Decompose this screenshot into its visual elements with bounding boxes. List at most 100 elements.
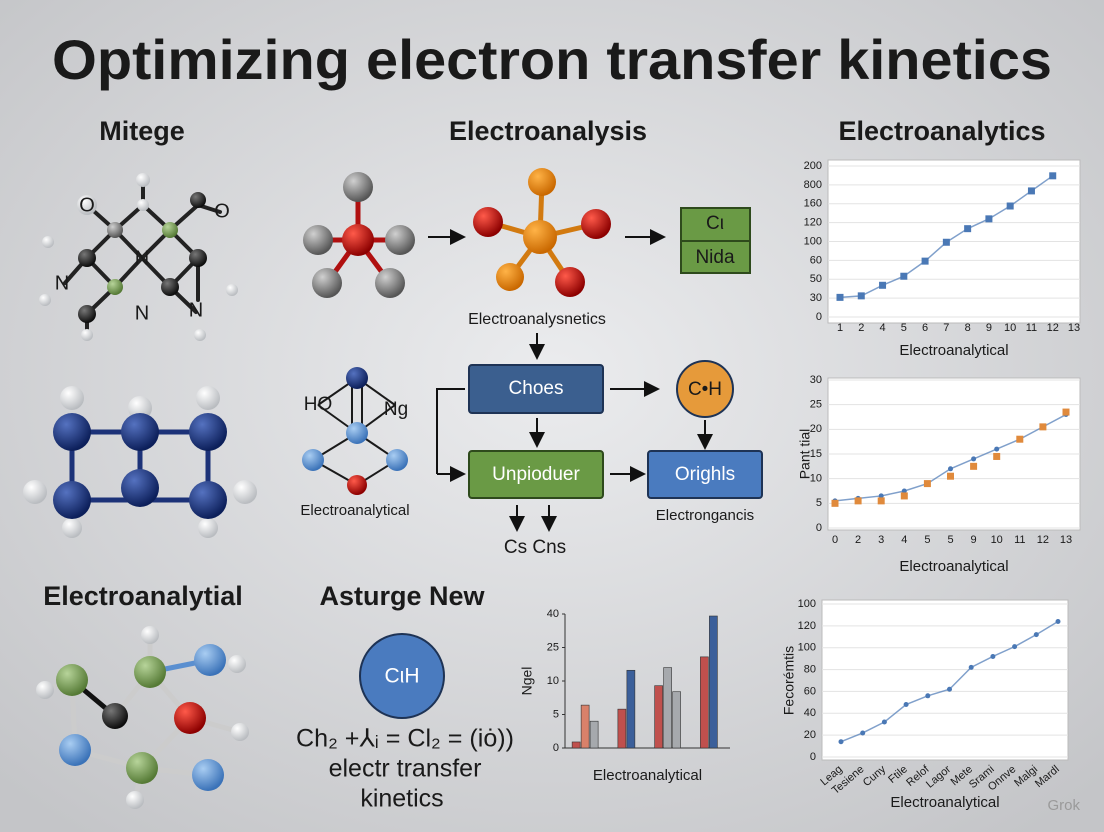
atom-label: Ng	[384, 399, 408, 420]
y-tick-label: 100	[798, 598, 816, 610]
bar	[654, 685, 663, 749]
y-axis-label: Fecorémtis	[781, 646, 797, 715]
marker	[942, 238, 950, 246]
bar	[571, 741, 581, 749]
y-tick-label: 50	[810, 273, 822, 285]
molecule	[23, 386, 257, 538]
atom-label: N	[189, 299, 203, 321]
flow-node	[647, 450, 763, 499]
atom-label: HO	[304, 394, 333, 415]
bar	[626, 669, 636, 749]
x-tick-label: 4	[879, 322, 885, 334]
x-tick-label: 9	[971, 534, 977, 546]
molecule	[39, 173, 238, 341]
x-tick-label: 2	[855, 534, 861, 546]
marker	[964, 225, 972, 233]
marker	[925, 693, 931, 699]
x-tick-label: 10	[1004, 322, 1016, 334]
x-tick-label: 12	[1037, 534, 1049, 546]
marker	[993, 452, 1001, 460]
connector	[436, 388, 465, 474]
marker	[900, 492, 908, 500]
panel-title: Asturge New	[319, 581, 485, 611]
marker	[947, 472, 954, 480]
y-tick-label: 25	[810, 399, 822, 411]
y-tick-label: 120	[798, 620, 816, 632]
y-axis-label: Pant tial	[797, 429, 813, 480]
x-tick-label: 5	[924, 534, 930, 546]
y-tick-label: 40	[804, 707, 816, 719]
y-tick-label: 0	[816, 522, 822, 534]
x-tick-label: 13	[1060, 534, 1072, 546]
flow-label: Unpioduer	[492, 464, 580, 485]
marker	[854, 497, 862, 505]
marker	[1055, 618, 1061, 624]
flow-node	[468, 364, 604, 414]
marker	[881, 719, 887, 725]
equation-line: kinetics	[360, 785, 443, 813]
x-tick-label: 2	[858, 322, 864, 334]
bar	[663, 667, 672, 749]
y-tick-label: 40	[547, 608, 559, 620]
bar	[580, 704, 590, 749]
molecule	[303, 168, 611, 298]
y-tick-label: 80	[804, 663, 816, 675]
x-tick-label: 12	[1047, 322, 1059, 334]
panel-title: Electroanalytial	[43, 581, 243, 611]
marker	[948, 466, 953, 472]
marker	[1033, 632, 1039, 638]
page-title: Optimizing electron transfer kinetics	[52, 28, 1052, 91]
y-tick-label: 10	[547, 675, 559, 687]
y-tick-label: 30	[810, 292, 822, 304]
y-tick-label: 5	[553, 708, 559, 720]
marker	[1027, 187, 1035, 195]
x-tick-label: 4	[901, 534, 907, 546]
y-tick-label: 60	[804, 685, 816, 697]
box-label: Cι	[706, 213, 724, 234]
x-tick-label: 0	[832, 534, 838, 546]
atom-label: N	[55, 272, 69, 294]
y-tick-label: 0	[816, 311, 822, 323]
bar	[700, 656, 709, 749]
y-tick-label: 10	[810, 473, 822, 485]
bar	[617, 708, 627, 749]
flow-node	[676, 360, 734, 418]
marker	[1049, 172, 1057, 180]
circle-label: CιH	[385, 665, 420, 688]
y-tick-label: 15	[810, 448, 822, 460]
x-tick-label: 9	[986, 322, 992, 334]
marker	[968, 664, 974, 670]
marker	[990, 653, 996, 659]
atom-label: O	[214, 200, 230, 222]
marker	[877, 497, 885, 505]
y-axis-label: Ngel	[519, 667, 535, 696]
caption: Electroanalysnetics	[468, 311, 606, 328]
marker	[970, 462, 978, 470]
marker	[971, 456, 977, 462]
x-axis-label: Electroanalytical	[899, 342, 1008, 359]
x-tick-label: 1	[837, 322, 843, 334]
x-axis-label: Electroanalytical	[890, 794, 999, 811]
equation-line: electr transfer	[329, 755, 482, 783]
marker	[831, 499, 839, 507]
bar	[709, 615, 718, 749]
x-tick-label: 3	[878, 534, 884, 546]
y-tick-label: 100	[804, 235, 822, 247]
marker	[857, 292, 865, 300]
x-tick-label: 10	[991, 534, 1003, 546]
x-tick-label: 13	[1068, 322, 1080, 334]
plot-area	[821, 599, 1069, 761]
atom-label: N	[135, 247, 149, 269]
y-tick-label: 30	[810, 374, 822, 386]
circle-node	[359, 633, 445, 719]
marker	[901, 488, 907, 494]
marker	[1039, 423, 1047, 431]
caption: Electroanalytical	[300, 502, 409, 519]
marker	[1012, 644, 1018, 650]
panel-title: Mitege	[99, 116, 185, 146]
caption: Electrongancis	[656, 507, 754, 524]
marker	[947, 686, 952, 692]
marker	[900, 272, 908, 280]
